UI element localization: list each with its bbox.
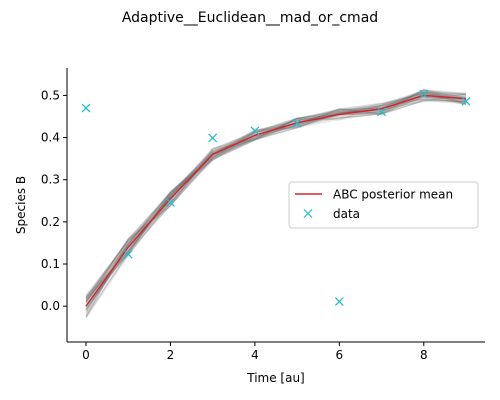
y-tick-label: 0.4 xyxy=(41,131,60,145)
data-point-marker xyxy=(166,198,175,207)
y-tick-label: 0.2 xyxy=(41,215,60,229)
data-point-marker xyxy=(123,249,133,259)
posterior-sample-line xyxy=(85,90,467,310)
posterior-sample-line xyxy=(85,91,467,316)
data-point-marker xyxy=(81,103,91,113)
x-tick-label: 8 xyxy=(420,348,428,362)
data-point-marker xyxy=(419,89,429,99)
legend-marker-swatch xyxy=(303,209,313,218)
plot-area xyxy=(81,88,471,319)
chart-title: Adaptive__Euclidean__mad_or_cmad xyxy=(122,10,378,26)
x-tick-label: 0 xyxy=(82,348,90,362)
posterior-sample-line xyxy=(85,98,467,298)
posterior-sample-line xyxy=(85,92,467,301)
posterior-sample-line xyxy=(85,95,467,312)
data-point-marker xyxy=(208,133,218,143)
x-tick-label: 6 xyxy=(336,348,344,362)
y-tick-label: 0.5 xyxy=(41,88,60,102)
x-tick-label: 4 xyxy=(251,348,259,362)
data-point-marker xyxy=(377,107,386,117)
posterior-sample-line xyxy=(85,93,467,311)
legend-frame xyxy=(288,181,479,229)
legend: ABC posterior mean data xyxy=(288,181,479,229)
posterior-sample-line xyxy=(85,99,467,297)
y-axis-label: Species B xyxy=(14,176,28,234)
posterior-sample-line xyxy=(85,88,467,303)
posterior-sample-line xyxy=(85,92,467,308)
posterior-sample-line xyxy=(85,96,467,311)
data-point-marker xyxy=(461,96,471,106)
posterior-sample-line xyxy=(85,91,467,319)
x-ticks: 0 2 4 6 8 xyxy=(82,342,428,362)
posterior-sample-line xyxy=(85,93,467,302)
y-tick-label: 0.0 xyxy=(41,299,60,313)
legend-label-data: data xyxy=(333,207,360,221)
y-tick-label: 0.3 xyxy=(41,173,60,187)
axes: 0 2 4 6 8 0.0 0.1 0.2 0.3 0.4 0.5 xyxy=(41,68,485,362)
posterior-sample-line xyxy=(85,91,467,313)
x-axis-label: Time [au] xyxy=(246,371,305,385)
posterior-sample-line xyxy=(85,97,467,302)
posterior-sample-line xyxy=(85,91,467,307)
data-point-marker xyxy=(292,118,302,128)
y-ticks: 0.0 0.1 0.2 0.3 0.4 0.5 xyxy=(41,88,67,313)
data-point-marker xyxy=(250,126,260,136)
posterior-sample-line xyxy=(85,92,467,305)
posterior-sample-line xyxy=(85,93,467,314)
posterior-sample-line xyxy=(85,99,467,304)
data-point-marker xyxy=(334,297,344,306)
posterior-mean-line xyxy=(85,94,467,307)
y-tick-label: 0.1 xyxy=(41,257,60,271)
posterior-sample-line xyxy=(85,96,467,311)
x-tick-label: 2 xyxy=(167,348,175,362)
legend-label-posterior-mean: ABC posterior mean xyxy=(333,188,453,202)
